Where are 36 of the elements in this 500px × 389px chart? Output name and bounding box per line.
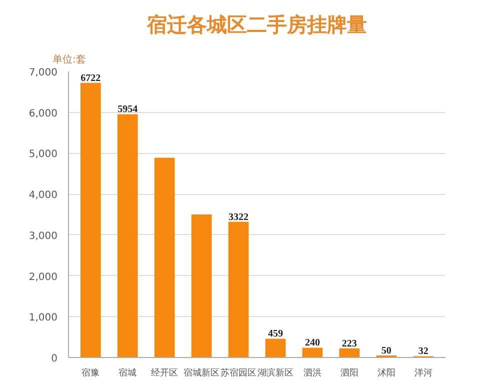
x-tick-label: 宿城新区 bbox=[184, 368, 220, 378]
y-tick-label: 3,000 bbox=[28, 230, 58, 242]
bar bbox=[117, 114, 138, 358]
data-label: 223 bbox=[342, 338, 357, 350]
x-tick-label: 泗洪 bbox=[303, 368, 322, 378]
y-axis-title: 单位:套 bbox=[52, 54, 86, 66]
bar bbox=[80, 82, 101, 358]
data-label: 32 bbox=[418, 346, 428, 358]
x-tick-label: 宿城 bbox=[118, 368, 137, 378]
bar bbox=[154, 158, 175, 358]
bar bbox=[191, 214, 212, 358]
x-tick-label: 湖滨新区 bbox=[257, 368, 294, 378]
data-label: 50 bbox=[381, 345, 392, 356]
x-tick-label: 苏宿园区 bbox=[220, 368, 257, 378]
x-tick-label: 沭阳 bbox=[377, 368, 396, 378]
y-tick-label: 2,000 bbox=[28, 272, 58, 283]
data-label: 5954 bbox=[118, 104, 138, 116]
data-label: 459 bbox=[268, 328, 283, 340]
y-tick-label: 4,000 bbox=[28, 190, 58, 202]
bar bbox=[302, 348, 323, 358]
y-tick-label: 5,000 bbox=[28, 149, 58, 160]
y-tick-label: 7,000 bbox=[28, 68, 58, 78]
x-tick-label: 泗阳 bbox=[340, 368, 358, 378]
bar bbox=[265, 338, 286, 358]
y-tick-label: 6,000 bbox=[28, 108, 58, 120]
x-tick-label: 经开区 bbox=[151, 368, 178, 378]
data-label: 240 bbox=[304, 338, 320, 349]
x-tick-label: 洋河 bbox=[414, 368, 432, 378]
x-tick-label: 宿豫 bbox=[82, 368, 100, 378]
y-tick-label: 0 bbox=[51, 354, 58, 364]
bar bbox=[228, 222, 249, 358]
y-tick-label: 1,000 bbox=[28, 312, 58, 324]
data-label: 6722 bbox=[80, 72, 101, 84]
chart-title: 宿迁各城区二手房挂牌量 bbox=[146, 12, 367, 36]
data-label: 3322 bbox=[228, 212, 249, 223]
bar bbox=[339, 348, 360, 358]
